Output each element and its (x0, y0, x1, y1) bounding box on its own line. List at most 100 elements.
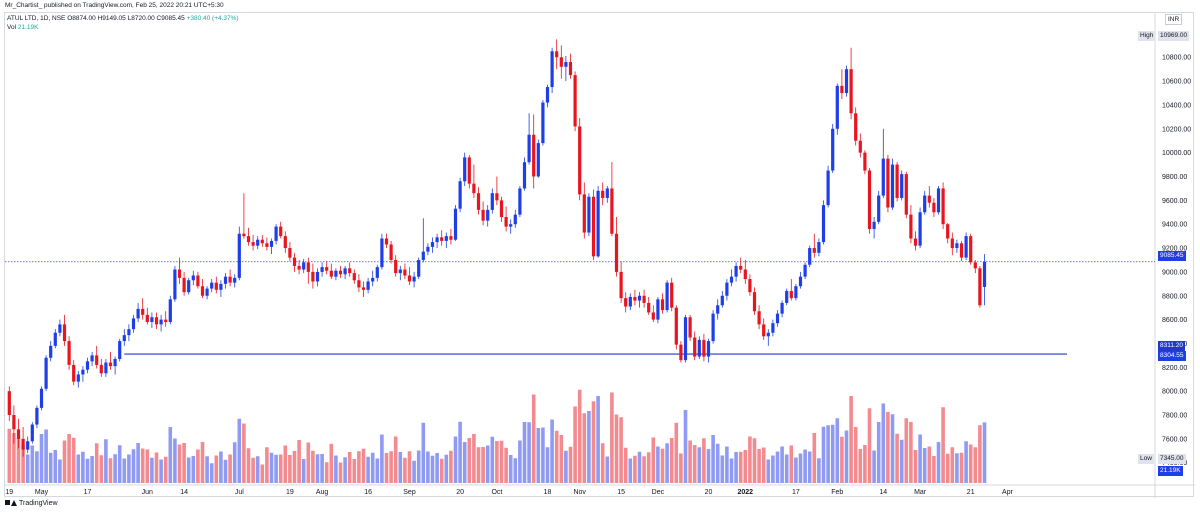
volume-bar (435, 453, 439, 483)
candle-body (665, 282, 669, 311)
candle-body (706, 341, 711, 357)
candle-body (591, 196, 596, 257)
volume-bar (959, 452, 964, 483)
candle-body (982, 261, 987, 287)
symbol-name[interactable]: ATUL LTD, 1D, NSE (7, 15, 66, 22)
x-tick-label: Aug (316, 489, 329, 496)
candle-body (76, 374, 80, 382)
candle-body (380, 238, 384, 268)
volume-bar (12, 433, 16, 483)
y-tick-label: 8800.00 (1162, 293, 1187, 300)
volume-bar (863, 445, 867, 483)
candle-body (711, 313, 715, 342)
candle-body (647, 302, 651, 313)
tradingview-logo-icon[interactable] (5, 500, 17, 507)
candle-body (964, 236, 968, 258)
candle-body (909, 214, 913, 239)
volume-bar (320, 454, 324, 483)
y-tick-label: 10200.00 (1162, 126, 1191, 133)
chart-frame: 7400.007600.007800.008000.008200.008400.… (4, 12, 1195, 498)
volume-bar (430, 455, 435, 483)
volume-bar (936, 442, 941, 483)
volume-bar (357, 451, 361, 483)
volume-bar (941, 407, 945, 483)
volume-bar (817, 458, 821, 483)
low-value: L8720.00 (127, 15, 155, 22)
candle-body (490, 193, 494, 210)
candle-body (62, 324, 67, 342)
candle-body (946, 224, 950, 239)
candle-body (384, 238, 389, 245)
volume-bar (646, 452, 651, 483)
candle-body (463, 157, 467, 182)
candle-body (329, 270, 333, 277)
volume-bar (932, 456, 936, 483)
candle-body (223, 276, 228, 284)
candle-body (913, 238, 918, 246)
candle-body (844, 69, 849, 94)
volume-bar (596, 396, 600, 483)
volume-bar (117, 445, 122, 483)
volume-bar (794, 457, 798, 483)
volume-bar (550, 419, 554, 483)
volume-bar (642, 456, 646, 483)
volume-bar (99, 455, 104, 483)
volume-bar (495, 441, 499, 483)
volume-bar (136, 443, 140, 483)
volume-bar (973, 447, 978, 483)
last-price-badge: 9085.45 (1158, 251, 1186, 261)
candle-body (251, 242, 255, 246)
y-tick-label: 9400.00 (1162, 222, 1187, 229)
x-tick-label: 19 (5, 489, 13, 496)
volume-bar (807, 451, 812, 483)
candle-body (246, 236, 251, 243)
volume-bar (370, 452, 375, 483)
footer-brand[interactable]: TradingView (19, 500, 58, 507)
candle-body (435, 237, 439, 243)
currency-label[interactable]: INR (1165, 14, 1183, 25)
volume-bar (725, 446, 729, 483)
volume-bar (58, 459, 62, 483)
volume-bar (922, 448, 927, 483)
volume-bar (426, 451, 430, 483)
level-a-badge: 8311.20 (1158, 341, 1186, 351)
candle-body (288, 248, 292, 258)
candle-body (651, 312, 655, 320)
volume-bar (720, 455, 725, 483)
volume-bar (329, 443, 334, 483)
candle-body (637, 295, 642, 301)
candle-body (785, 290, 789, 303)
volume-bar (30, 445, 35, 483)
volume-bar (927, 446, 932, 483)
candle-body (532, 134, 536, 177)
candle-body (338, 270, 343, 275)
volume-bar (853, 427, 858, 483)
candle-body (214, 282, 218, 290)
candle-body (559, 57, 563, 67)
volume-bar (449, 450, 453, 483)
x-tick-label: Jul (235, 489, 244, 496)
x-tick-label: Jun (142, 489, 153, 496)
candle-body (803, 264, 807, 277)
candle-body (568, 62, 573, 76)
y-tick-label: 10000.00 (1162, 150, 1191, 157)
volume-bar (205, 456, 209, 483)
volume-bar (71, 437, 76, 483)
candle-body (366, 281, 370, 290)
volume-bar (918, 434, 922, 483)
volume-bar (76, 454, 81, 483)
candle-body (716, 305, 720, 314)
candle-body (164, 319, 168, 322)
x-tick-label: 15 (617, 489, 625, 496)
volume-bar (729, 458, 734, 483)
candle-body (205, 288, 209, 296)
candle-body (743, 269, 747, 280)
y-tick-label: 9600.00 (1162, 198, 1187, 205)
candle-body (53, 332, 57, 346)
candlestick-chart[interactable]: 7400.007600.007800.008000.008200.008400.… (5, 13, 1195, 498)
y-tick-label: 8200.00 (1162, 365, 1187, 372)
volume-bar (577, 389, 582, 483)
candle-body (99, 364, 103, 374)
candle-body (343, 268, 347, 275)
candle-body (371, 277, 375, 282)
